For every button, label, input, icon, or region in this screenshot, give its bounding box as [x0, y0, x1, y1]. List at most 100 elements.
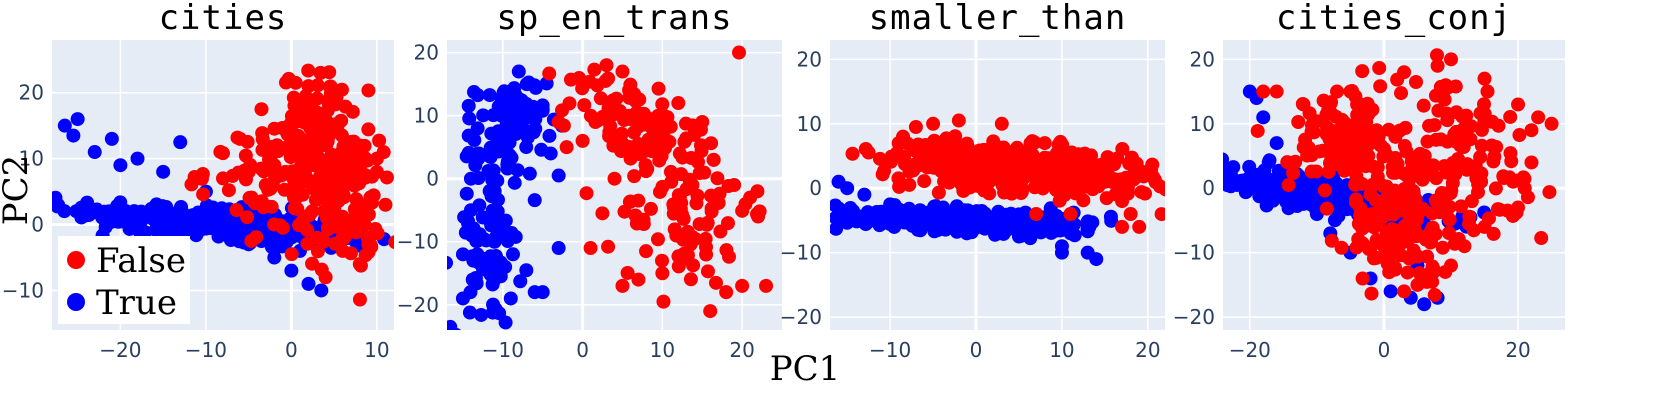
point-false: [1384, 222, 1399, 237]
point-true: [314, 283, 329, 298]
point-false: [1488, 181, 1503, 196]
point-false: [735, 278, 750, 293]
point-false: [1351, 232, 1366, 247]
point-false: [229, 203, 244, 218]
point-true: [128, 214, 143, 229]
point-false: [1410, 277, 1425, 292]
y-tick-label: 10: [1190, 112, 1215, 136]
point-false: [244, 190, 259, 205]
point-true: [447, 255, 454, 270]
point-false: [1420, 134, 1435, 149]
point-false: [1449, 105, 1464, 120]
point-false: [691, 155, 706, 170]
point-true: [476, 108, 491, 123]
point-false: [1373, 79, 1388, 94]
points: [785, 113, 1198, 267]
point-true: [1417, 297, 1432, 312]
point-false: [1542, 185, 1557, 200]
point-false: [305, 256, 320, 271]
point-false: [1454, 199, 1469, 214]
point-false: [361, 83, 376, 98]
point-true: [1336, 180, 1351, 195]
point-false: [1531, 110, 1546, 125]
point-false: [931, 185, 946, 200]
point-false: [1124, 150, 1139, 165]
point-true: [808, 201, 822, 215]
point-true: [813, 211, 827, 225]
point-false: [1349, 192, 1364, 207]
point-true: [969, 207, 984, 222]
point-false: [719, 285, 734, 300]
point-true: [474, 307, 489, 322]
point-false: [579, 186, 594, 201]
point-false: [1323, 123, 1338, 138]
point-false: [1443, 186, 1458, 201]
point-true: [938, 212, 953, 227]
point-false: [1416, 98, 1431, 113]
y-tick-label: 10: [414, 104, 439, 128]
point-false: [562, 96, 577, 111]
point-true: [498, 259, 513, 274]
point-true: [883, 197, 898, 212]
point-false: [676, 232, 691, 247]
point-false: [1429, 48, 1444, 63]
point-false: [1511, 200, 1526, 215]
point-false: [1441, 226, 1456, 241]
point-false: [602, 124, 617, 139]
point-true: [878, 208, 893, 223]
points: [447, 45, 774, 330]
point-true: [1262, 153, 1277, 168]
point-true: [1270, 182, 1285, 197]
point-false: [563, 72, 578, 87]
point-false: [1433, 132, 1448, 147]
point-true: [508, 229, 523, 244]
point-false: [1457, 239, 1472, 254]
x-tick-label: −10: [185, 338, 227, 362]
point-true: [542, 128, 557, 143]
point-false: [901, 160, 916, 175]
point-true: [76, 207, 91, 222]
point-false: [678, 116, 693, 131]
point-false: [1025, 147, 1040, 162]
point-false: [751, 209, 766, 224]
point-false: [673, 201, 688, 216]
point-false: [1037, 136, 1052, 151]
panel-cities-conj: −20 0 20 −20 −10 0 10 20 cities_conj: [1173, 0, 1565, 362]
point-false: [1439, 165, 1454, 180]
point-false: [593, 91, 608, 106]
point-true: [785, 207, 799, 221]
point-true: [447, 319, 458, 330]
point-true: [1269, 136, 1284, 151]
point-false: [623, 194, 638, 209]
point-true: [543, 146, 558, 161]
point-false: [1184, 173, 1198, 187]
point-true: [551, 241, 566, 256]
point-true: [830, 221, 844, 236]
point-false: [1355, 271, 1370, 286]
point-false: [1466, 223, 1481, 238]
point-false: [719, 243, 734, 258]
x-tick-label: 10: [364, 338, 389, 362]
point-false: [711, 195, 726, 210]
point-false: [312, 169, 327, 184]
y-tick-label: −10: [397, 230, 439, 254]
point-false: [1250, 123, 1265, 138]
point-false: [651, 81, 666, 96]
x-tick-label: 0: [970, 338, 983, 362]
point-false: [677, 251, 692, 266]
point-false: [1430, 58, 1445, 73]
point-false: [908, 120, 923, 134]
point-true: [204, 221, 219, 236]
panel-cities: −20 −10 0 10 −10 0 10 20 cities: [2, 0, 394, 362]
point-true: [503, 291, 518, 306]
point-false: [1354, 123, 1369, 138]
point-false: [671, 96, 686, 111]
point-false: [307, 182, 322, 197]
point-true: [458, 225, 473, 240]
point-true: [519, 140, 534, 155]
point-false: [1462, 209, 1477, 224]
point-false: [583, 241, 598, 256]
y-tick-label: 0: [426, 167, 439, 191]
point-true: [104, 131, 119, 146]
